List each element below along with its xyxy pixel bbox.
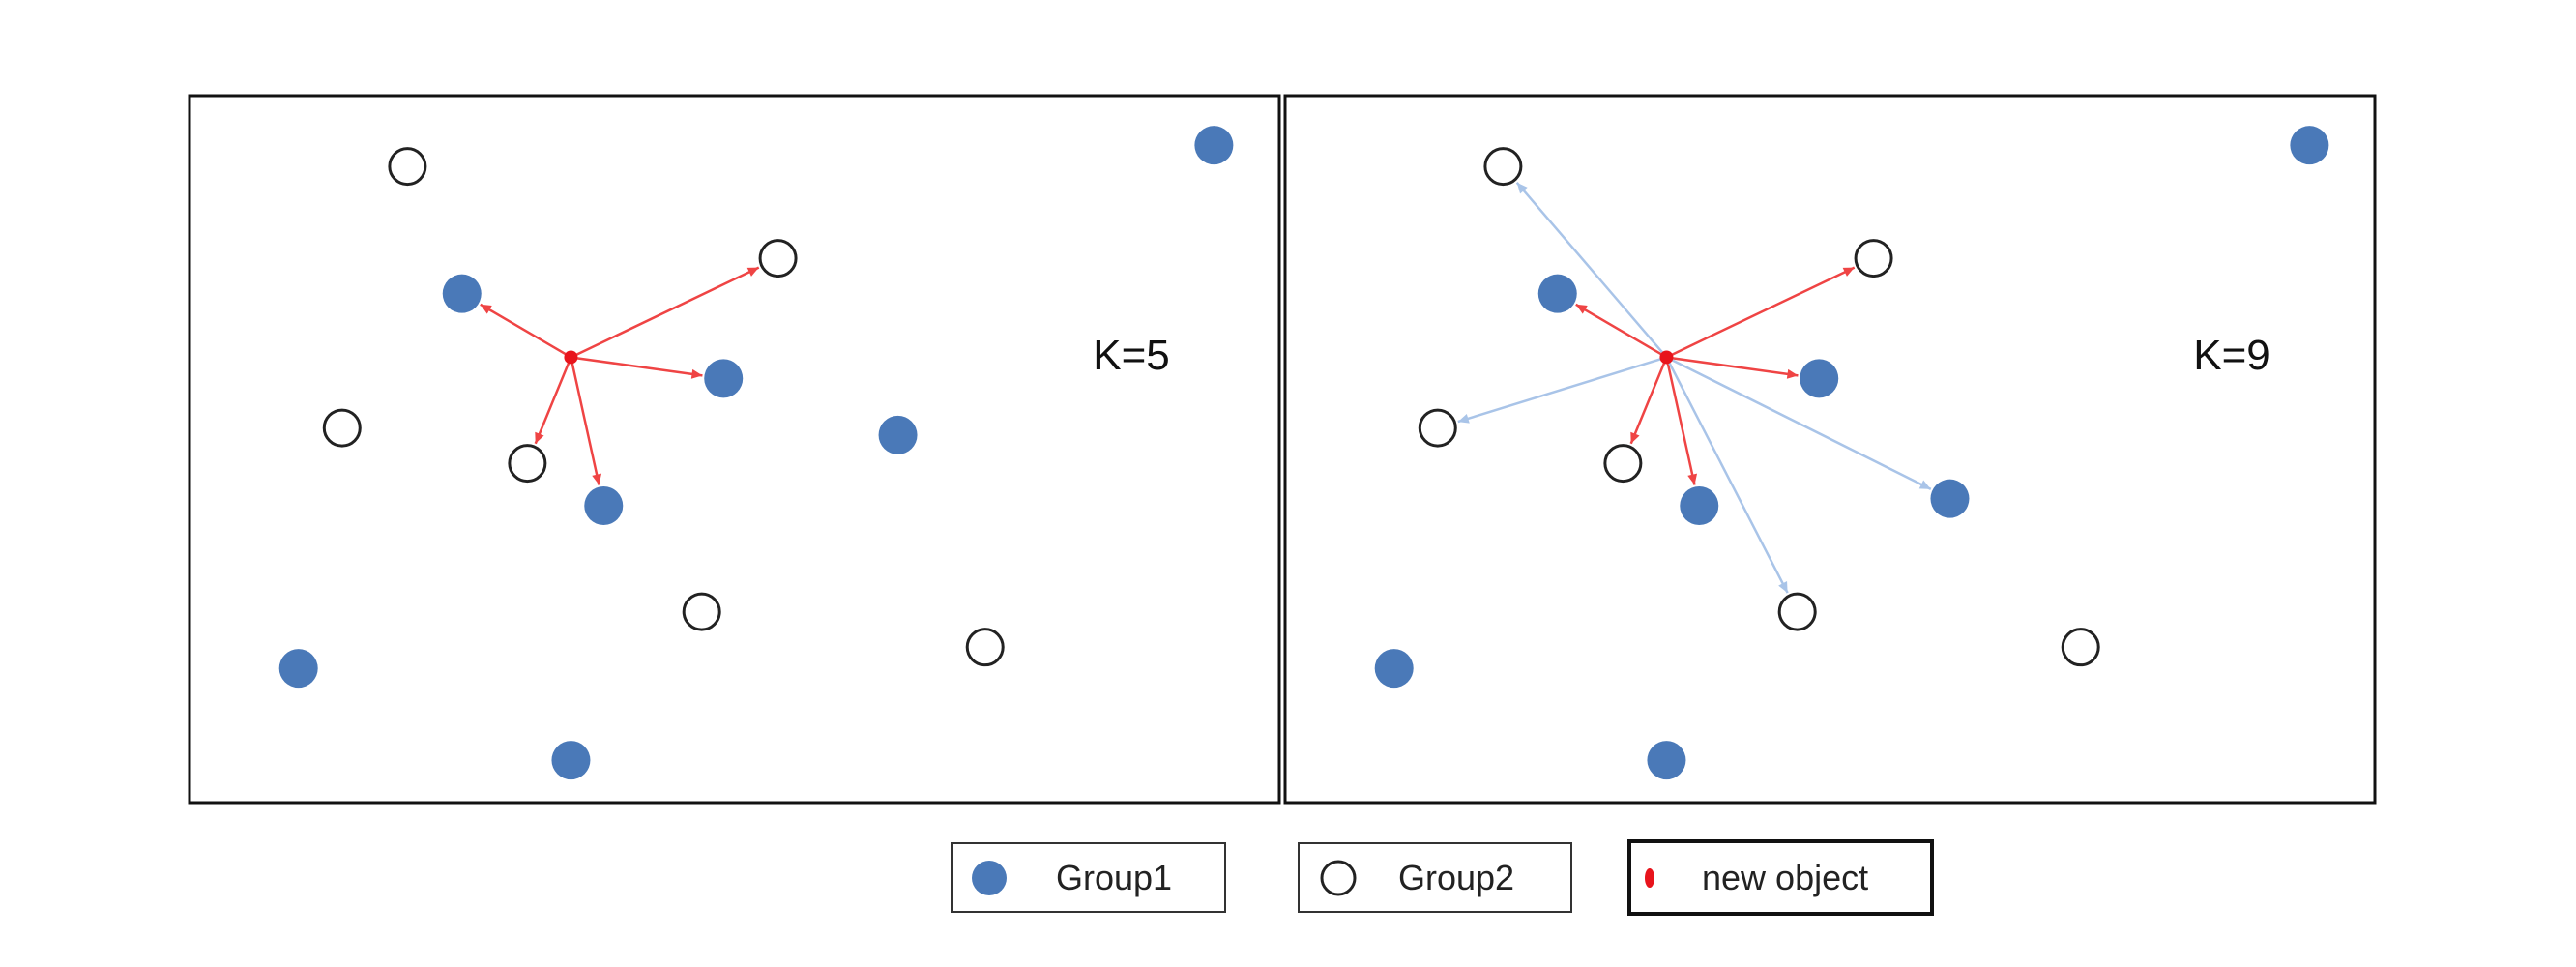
neighbor-arrow: [1665, 356, 1789, 594]
group1-point: [1800, 359, 1839, 398]
legend: Group1 Group2 new object: [951, 839, 1934, 916]
neighbor-arrow: [534, 356, 572, 445]
arrow-head: [480, 304, 492, 314]
new-object-label: new object: [1702, 858, 1868, 897]
panel-k9: K=9: [1283, 94, 2377, 805]
neighbor-arrow: [1629, 356, 1668, 445]
panel-frame: [188, 94, 1281, 805]
legend-new-object: new object: [1627, 839, 1934, 916]
legend-box: [1627, 839, 1934, 916]
neighbor-arrow: [571, 356, 703, 377]
group1-point: [704, 359, 744, 398]
arrow-head: [1630, 431, 1640, 444]
data-points: [278, 126, 1234, 780]
group2-point: [1483, 147, 1523, 187]
group1-point: [878, 415, 918, 454]
panel-k5: K=5: [188, 94, 1281, 805]
neighbor-arrow: [1666, 356, 1799, 377]
arrow-head: [1918, 480, 1931, 489]
group1-point: [1680, 485, 1719, 525]
group1-point: [1374, 649, 1414, 689]
arrow-head: [1778, 580, 1788, 594]
neighbor-arrows: [480, 266, 760, 485]
arrow-head: [1457, 414, 1470, 424]
arrow-head: [535, 431, 544, 444]
group1-point: [1930, 479, 1970, 518]
group2-point: [1777, 592, 1817, 631]
group2-point: [1603, 444, 1643, 484]
group2-point: [1418, 408, 1457, 448]
group2-point: [2061, 628, 2100, 667]
group2-point: [682, 592, 721, 631]
neighbor-arrows: [1457, 181, 1932, 594]
k-label: K=9: [2193, 332, 2270, 379]
group2-point: [388, 147, 427, 187]
neighbor-arrow: [1665, 266, 1856, 359]
group2-point: [322, 408, 362, 448]
new-object-marker: [1645, 868, 1654, 888]
k-label: K=5: [1093, 332, 1170, 379]
arrow-head: [1516, 182, 1528, 194]
neighbor-arrow: [480, 303, 572, 359]
neighbor-arrow: [570, 266, 760, 359]
group1-point: [442, 274, 482, 313]
neighbor-arrow: [570, 357, 600, 485]
arrow-head: [1687, 473, 1698, 485]
legend-group1: Group1: [951, 842, 1226, 913]
group2-marker: [1320, 860, 1357, 896]
group1-point: [2290, 126, 2329, 165]
group1-label: Group1: [1056, 858, 1172, 897]
arrow-head: [592, 473, 602, 485]
group2-point: [758, 239, 798, 278]
arrow-head: [746, 267, 759, 277]
group1-point: [278, 649, 318, 689]
new-object-point: [1659, 350, 1674, 365]
group2-point: [1854, 239, 1893, 278]
group1-point: [1194, 126, 1234, 165]
group1-point: [551, 741, 591, 780]
group2-label: Group2: [1398, 858, 1514, 897]
group1-point: [1537, 274, 1577, 313]
panel-frame: [1283, 94, 2377, 805]
group2-point: [508, 444, 547, 484]
data-points: [1374, 126, 2329, 780]
neighbor-arrow: [1515, 181, 1668, 359]
group1-point: [1647, 741, 1686, 780]
group1-marker: [972, 861, 1007, 895]
neighbor-arrow: [1575, 303, 1668, 359]
arrow-head: [1786, 368, 1799, 379]
group1-point: [584, 485, 624, 525]
arrow-head: [690, 368, 703, 379]
new-object-point: [564, 350, 578, 365]
neighbor-arrow: [1457, 356, 1667, 424]
arrow-head: [1842, 267, 1855, 277]
legend-group2: Group2: [1298, 842, 1572, 913]
neighbor-arrow: [1665, 357, 1696, 485]
arrow-head: [1575, 304, 1588, 314]
group2-point: [965, 628, 1005, 667]
neighbor-arrow: [1665, 356, 1932, 490]
